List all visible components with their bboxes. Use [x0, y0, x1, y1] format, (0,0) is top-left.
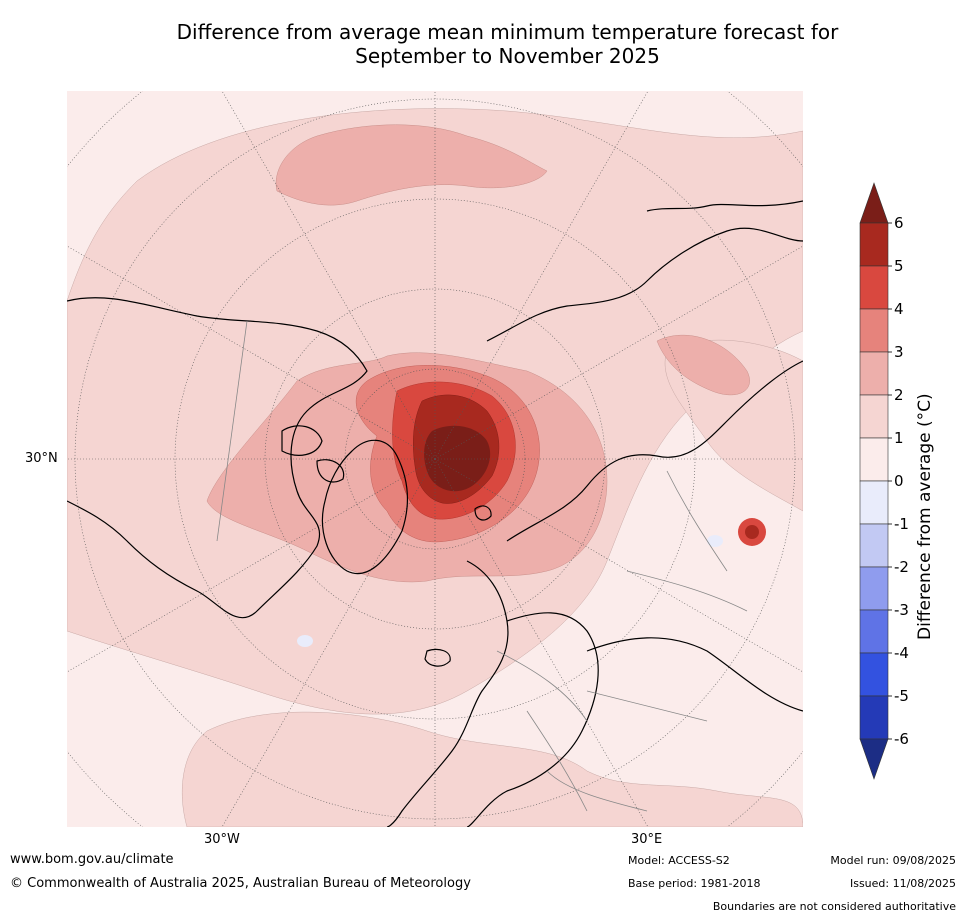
colorbar-segment-1to2 [859, 394, 889, 439]
footer-model: Model: ACCESS-S2 [628, 854, 730, 867]
colorbar-tick-label: 2 [894, 386, 904, 404]
anomaly-2to3-siberia [656, 334, 750, 396]
lon-label-30w: 30°W [204, 832, 240, 847]
colorbar-label: Difference from average (°C) [915, 393, 935, 640]
anomaly-2to3-north-pacific [275, 124, 548, 206]
anomaly-hotspot-east-core [745, 525, 759, 539]
footer-copyright: © Commonwealth of Australia 2025, Austra… [10, 876, 471, 891]
colorbar-tick-label: 6 [894, 214, 904, 232]
footer-base-period: Base period: 1981-2018 [628, 877, 761, 890]
colorbar-segment-m6tom5 [859, 695, 889, 740]
chart-title: Difference from average mean minimum tem… [60, 20, 955, 68]
colorbar-tick-label: 4 [894, 300, 904, 318]
anomaly-above6-region [424, 425, 491, 492]
colorbar-segment-m5tom4 [859, 652, 889, 697]
footer-issued: Issued: 11/08/2025 [849, 877, 956, 890]
colorbar-segment-0to1 [859, 437, 889, 482]
anomaly-1to2-lower [182, 711, 803, 827]
footer-website: www.bom.gov.au/climate [10, 852, 174, 867]
anomaly-cool-patch-east [707, 535, 723, 547]
title-line-1: Difference from average mean minimum tem… [176, 20, 839, 44]
colorbar-segment-5to6 [859, 222, 889, 267]
colorbar: 6 5 4 3 2 1 0 -1 -2 -3 -4 -5 -6 [859, 182, 909, 780]
footer-model-run: Model run: 09/08/2025 [830, 854, 956, 867]
colorbar-segment-2to3 [859, 351, 889, 396]
graticule [67, 91, 803, 827]
colorbar-segment-4to5 [859, 265, 889, 310]
colorbar-segment-m3tom2 [859, 566, 889, 611]
anomaly-cool-patch [297, 635, 313, 647]
colorbar-tick-label: 3 [894, 343, 904, 361]
lon-label-30e: 30°E [631, 832, 663, 847]
colorbar-tick-label: 1 [894, 429, 904, 447]
colorbar-tick-label: 0 [894, 472, 904, 490]
coastlines [67, 200, 803, 827]
colorbar-segment-m1to0 [859, 480, 889, 525]
title-line-2: September to November 2025 [355, 44, 660, 68]
colorbar-tick-label: -5 [894, 687, 909, 705]
colorbar-extend-top [859, 182, 889, 224]
colorbar-tick-label: -3 [894, 601, 909, 619]
forecast-map [67, 91, 803, 827]
footer-disclaimer: Boundaries are not considered authoritat… [712, 900, 956, 913]
colorbar-tick-label: 5 [894, 257, 904, 275]
colorbar-segment-m4tom3 [859, 609, 889, 654]
colorbar-tick-label: -1 [894, 515, 909, 533]
colorbar-segment-m2tom1 [859, 523, 889, 568]
lat-label-30n: 30°N [25, 451, 58, 466]
colorbar-segment-3to4 [859, 308, 889, 353]
country-boundaries [216, 320, 748, 812]
colorbar-tick-label: -2 [894, 558, 909, 576]
colorbar-tick-label: -6 [894, 730, 909, 748]
colorbar-tick-label: -4 [894, 644, 909, 662]
colorbar-extend-bottom [859, 738, 889, 780]
